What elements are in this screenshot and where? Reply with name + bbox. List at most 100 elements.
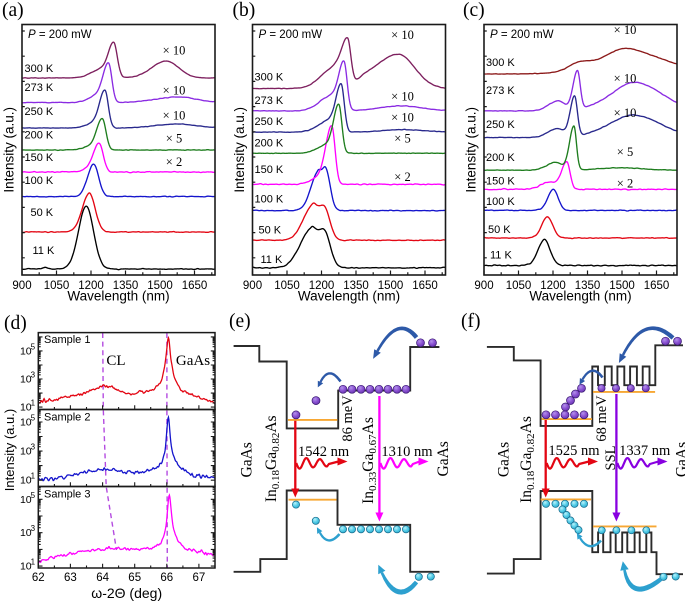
svg-text:1525 nm: 1525 nm xyxy=(548,443,600,459)
svg-text:× 2: × 2 xyxy=(394,170,410,184)
svg-text:10: 10 xyxy=(20,527,32,539)
svg-text:GaAs: GaAs xyxy=(239,442,256,477)
svg-text:150 K: 150 K xyxy=(486,175,515,187)
svg-text:× 5: × 5 xyxy=(617,145,633,159)
svg-text:3: 3 xyxy=(31,524,36,533)
svg-text:900: 900 xyxy=(474,280,493,292)
svg-text:GaAs: GaAs xyxy=(496,442,513,477)
svg-text:1200: 1200 xyxy=(540,280,566,292)
svg-text:1350: 1350 xyxy=(575,280,601,292)
svg-text:1310 nm: 1310 nm xyxy=(381,444,433,460)
svg-text:10: 10 xyxy=(20,345,32,357)
svg-text:150 K: 150 K xyxy=(25,152,54,164)
svg-text:300 K: 300 K xyxy=(25,63,54,75)
svg-text:Sample 2: Sample 2 xyxy=(44,412,90,424)
svg-text:1650: 1650 xyxy=(412,280,438,292)
svg-text:× 10: × 10 xyxy=(614,106,637,120)
svg-text:× 5: × 5 xyxy=(166,132,182,146)
svg-text:× 10: × 10 xyxy=(163,84,186,98)
svg-text:Wavelength (nm): Wavelength (nm) xyxy=(529,289,631,304)
svg-text:5: 5 xyxy=(31,491,36,500)
svg-text:P = 200 mW: P = 200 mW xyxy=(259,29,323,41)
svg-text:273 K: 273 K xyxy=(486,85,515,97)
svg-text:300 K: 300 K xyxy=(255,72,284,84)
svg-text:GaAs: GaAs xyxy=(435,441,452,476)
svg-text:(d): (d) xyxy=(4,313,27,334)
svg-text:1050: 1050 xyxy=(274,280,300,292)
svg-text:1500: 1500 xyxy=(147,280,173,292)
svg-text:50 K: 50 K xyxy=(259,224,282,236)
svg-text:100 K: 100 K xyxy=(255,194,284,206)
svg-text:SSL: SSL xyxy=(603,446,619,471)
svg-text:1500: 1500 xyxy=(378,280,404,292)
svg-text:(f): (f) xyxy=(461,311,480,332)
svg-text:Sample 3: Sample 3 xyxy=(44,489,90,501)
svg-text:Intensity (a.u.): Intensity (a.u.) xyxy=(232,107,247,193)
svg-text:11 K: 11 K xyxy=(261,254,283,266)
svg-text:1350: 1350 xyxy=(343,280,369,292)
svg-text:P = 200 mW: P = 200 mW xyxy=(490,29,554,41)
svg-text:1050: 1050 xyxy=(44,280,70,292)
svg-text:Wavelength (nm): Wavelength (nm) xyxy=(298,289,400,304)
svg-text:× 10: × 10 xyxy=(614,23,637,37)
svg-text:Intensity (a.u.): Intensity (a.u.) xyxy=(2,107,17,193)
svg-text:GaAs: GaAs xyxy=(176,353,210,369)
svg-text:900: 900 xyxy=(243,280,262,292)
svg-text:× 10: × 10 xyxy=(391,111,414,125)
svg-text:1200: 1200 xyxy=(78,280,104,292)
svg-text:P = 200 mW: P = 200 mW xyxy=(28,29,92,41)
svg-text:5: 5 xyxy=(31,342,36,351)
svg-text:ω-2Θ (deg): ω-2Θ (deg) xyxy=(91,585,162,601)
svg-text:(a): (a) xyxy=(2,0,24,21)
svg-text:86 meV: 86 meV xyxy=(340,395,356,442)
svg-text:200 K: 200 K xyxy=(25,130,54,142)
svg-text:1: 1 xyxy=(31,558,36,567)
svg-text:100 K: 100 K xyxy=(486,196,515,208)
svg-text:× 10: × 10 xyxy=(614,72,637,86)
svg-text:900: 900 xyxy=(12,280,31,292)
svg-text:150 K: 150 K xyxy=(255,164,284,176)
svg-text:300 K: 300 K xyxy=(486,57,515,69)
svg-text:GaAs: GaAs xyxy=(674,442,685,477)
svg-text:10: 10 xyxy=(20,417,32,429)
svg-text:5: 5 xyxy=(31,414,36,423)
svg-text:273 K: 273 K xyxy=(25,82,54,94)
svg-text:3: 3 xyxy=(31,371,36,380)
svg-text:× 2: × 2 xyxy=(617,176,633,190)
svg-text:1650: 1650 xyxy=(182,280,208,292)
svg-text:Sample 1: Sample 1 xyxy=(44,334,90,346)
svg-text:200 K: 200 K xyxy=(486,152,515,164)
svg-text:65: 65 xyxy=(128,572,141,584)
svg-text:10: 10 xyxy=(20,446,32,458)
svg-text:1350: 1350 xyxy=(113,280,139,292)
svg-text:(b): (b) xyxy=(233,0,256,21)
svg-text:200 K: 200 K xyxy=(255,137,284,149)
svg-text:10: 10 xyxy=(20,475,32,487)
svg-text:250 K: 250 K xyxy=(486,119,515,131)
svg-text:(c): (c) xyxy=(463,0,485,21)
svg-text:(e): (e) xyxy=(229,311,251,332)
svg-text:100 K: 100 K xyxy=(25,175,54,187)
svg-text:3: 3 xyxy=(31,443,36,452)
svg-text:64: 64 xyxy=(96,572,109,584)
svg-text:273 K: 273 K xyxy=(255,95,284,107)
svg-text:11 K: 11 K xyxy=(33,245,55,257)
svg-text:× 2: × 2 xyxy=(166,155,182,169)
svg-text:1542 nm: 1542 nm xyxy=(298,444,350,460)
svg-text:1337 nm: 1337 nm xyxy=(619,443,671,459)
svg-text:1050: 1050 xyxy=(506,280,532,292)
svg-text:Intensity (a.u.): Intensity (a.u.) xyxy=(2,409,17,491)
svg-text:66: 66 xyxy=(160,572,173,584)
svg-text:67: 67 xyxy=(193,572,206,584)
svg-text:68 meV: 68 meV xyxy=(594,395,610,442)
svg-text:63: 63 xyxy=(64,572,77,584)
svg-text:10: 10 xyxy=(20,402,32,414)
svg-text:50 K: 50 K xyxy=(31,207,54,219)
svg-text:1200: 1200 xyxy=(309,280,335,292)
svg-text:× 10: × 10 xyxy=(391,28,414,42)
svg-text:10: 10 xyxy=(20,374,32,386)
svg-text:1650: 1650 xyxy=(644,280,670,292)
svg-text:1500: 1500 xyxy=(609,280,635,292)
svg-text:50 K: 50 K xyxy=(488,224,511,236)
svg-text:× 10: × 10 xyxy=(391,90,414,104)
